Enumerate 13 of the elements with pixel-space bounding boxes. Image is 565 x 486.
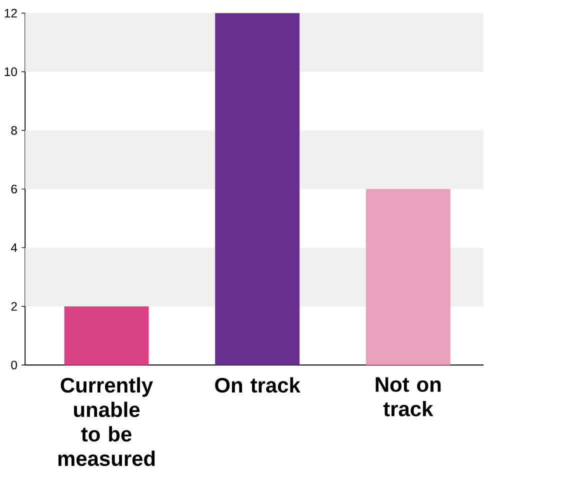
y-tick-label: 0 [11, 360, 17, 370]
x-tick-label: On track [215, 378, 300, 393]
y-tick-label: 10 [4, 68, 17, 76]
y-tick-label: 2 [11, 302, 17, 311]
y-tick-label: 4 [10, 244, 18, 252]
x-tick-label: Not on track [376, 378, 441, 417]
bar [366, 189, 450, 366]
bar [64, 306, 149, 366]
y-tick-label: 12 [4, 9, 17, 18]
x-tick-label: Currently unable to be measured [58, 378, 155, 466]
bar [215, 13, 300, 366]
y-tick-label: 6 [11, 184, 17, 194]
y-tick-label: 8 [11, 126, 17, 135]
